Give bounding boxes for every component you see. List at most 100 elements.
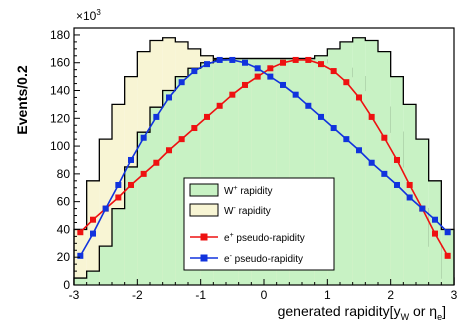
data-point-e-minus bbox=[318, 113, 324, 120]
legend-label-w-plus: W+ rapidity bbox=[224, 185, 273, 197]
data-point-e-minus bbox=[292, 91, 299, 98]
data-point-e-plus bbox=[305, 56, 312, 63]
data-point-e-plus bbox=[229, 91, 236, 98]
x-tick-label: 0 bbox=[261, 288, 268, 302]
data-point-e-plus bbox=[368, 113, 375, 120]
legend-label-w-minus: W- rapidity bbox=[224, 205, 271, 217]
series-e-minus bbox=[77, 56, 451, 259]
x-tick-label: -2 bbox=[132, 288, 143, 302]
y-tick-label: 140 bbox=[50, 84, 70, 98]
legend-swatch-w-minus bbox=[189, 203, 219, 217]
data-point-e-minus bbox=[191, 68, 198, 75]
y-tick-label: 180 bbox=[50, 28, 70, 42]
data-point-e-minus bbox=[178, 79, 185, 86]
data-point-e-minus bbox=[204, 61, 210, 68]
data-point-e-plus bbox=[267, 65, 274, 72]
histogram-bar-w-plus bbox=[390, 76, 404, 286]
data-point-e-plus bbox=[394, 156, 400, 163]
data-point-e-plus bbox=[343, 79, 350, 86]
x-tick-label: 3 bbox=[451, 288, 458, 302]
data-point-e-plus bbox=[242, 81, 248, 88]
data-point-e-plus bbox=[178, 136, 185, 143]
data-point-e-minus bbox=[242, 59, 248, 66]
tick-layer: -3 -2 -1 0 1 2 3 0 20 40 60 80 100 120 140 160 180 bbox=[50, 28, 458, 302]
data-point-e-minus bbox=[381, 170, 388, 177]
data-point-e-plus bbox=[191, 125, 198, 132]
data-point-e-minus bbox=[267, 73, 274, 80]
data-point-e-minus bbox=[280, 81, 286, 88]
data-point-e-plus bbox=[292, 56, 299, 63]
data-point-e-plus bbox=[254, 73, 261, 80]
data-point-e-plus bbox=[204, 113, 210, 120]
histogram-bar-w-plus bbox=[150, 107, 163, 286]
data-point-e-minus bbox=[356, 147, 362, 154]
histogram-bar-w-plus bbox=[378, 51, 391, 286]
data-point-e-minus bbox=[254, 65, 261, 72]
y-tick-label: 160 bbox=[50, 56, 70, 70]
y-tick-label: 120 bbox=[50, 111, 70, 125]
x-tick-label: 2 bbox=[387, 288, 394, 302]
data-point-e-minus bbox=[330, 125, 337, 132]
data-point-e-minus bbox=[368, 159, 375, 166]
data-point-e-minus bbox=[419, 205, 426, 212]
data-point-e-plus bbox=[216, 102, 223, 109]
data-point-e-plus bbox=[128, 181, 134, 188]
data-point-e-minus bbox=[216, 56, 223, 63]
y-tick-label: 80 bbox=[57, 167, 71, 181]
data-point-e-minus bbox=[128, 156, 134, 163]
histogram-bar-w-plus bbox=[340, 41, 353, 285]
data-point-e-plus bbox=[77, 229, 84, 236]
legend-label-e-plus: e+ pseudo-rapidity bbox=[224, 232, 305, 244]
data-point-e-plus bbox=[115, 194, 122, 201]
y-tick-label: 40 bbox=[57, 222, 71, 236]
data-point-e-plus bbox=[406, 181, 413, 188]
histogram-bar-w-plus bbox=[112, 208, 125, 285]
x-tick-label: -3 bbox=[69, 288, 80, 302]
data-point-e-plus bbox=[153, 159, 160, 166]
data-point-e-plus bbox=[381, 134, 388, 141]
data-point-e-minus bbox=[77, 252, 84, 259]
histogram-bar-w-plus bbox=[74, 278, 87, 285]
y-tick-label: 100 bbox=[50, 139, 70, 153]
data-point-e-minus bbox=[102, 205, 109, 212]
data-point-e-minus bbox=[153, 113, 160, 120]
y-axis-label: Events/0.2 bbox=[14, 65, 30, 134]
y-tick-label: 60 bbox=[57, 195, 71, 209]
histogram-bar-w-plus bbox=[162, 90, 176, 285]
histogram-bar-w-plus bbox=[416, 139, 429, 285]
data-point-e-plus bbox=[140, 170, 147, 177]
series-layer bbox=[77, 56, 451, 259]
data-point-e-plus bbox=[318, 61, 324, 68]
legend-label-e-minus: e- pseudo-rapidity bbox=[224, 253, 303, 265]
x-tick-label: 1 bbox=[324, 288, 331, 302]
legend-marker-e-plus bbox=[200, 233, 208, 241]
y-tick-label: 0 bbox=[63, 278, 70, 292]
data-point-e-plus bbox=[280, 59, 286, 66]
data-point-e-plus bbox=[356, 94, 362, 101]
data-point-e-minus bbox=[343, 136, 350, 143]
legend: W+ rapidity W- rapidity e+ pseudo-rapidi… bbox=[183, 177, 335, 271]
data-point-e-minus bbox=[90, 230, 96, 237]
data-point-e-minus bbox=[394, 181, 400, 188]
data-point-e-minus bbox=[229, 56, 236, 63]
histogram-bar-w-plus bbox=[99, 246, 112, 285]
data-point-e-minus bbox=[305, 102, 312, 109]
histogram-bar-w-plus bbox=[352, 37, 366, 286]
data-point-e-plus bbox=[90, 216, 96, 223]
y-multiplier: ×103 bbox=[76, 8, 101, 23]
legend-swatch-w-plus bbox=[189, 183, 219, 197]
histogram-bar-w-plus bbox=[124, 166, 138, 285]
data-point-e-minus bbox=[115, 181, 122, 188]
data-point-e-minus bbox=[166, 94, 172, 101]
data-point-e-minus bbox=[406, 194, 413, 201]
data-point-e-minus bbox=[140, 134, 147, 141]
data-point-e-plus bbox=[432, 230, 438, 237]
y-tick-label: 20 bbox=[57, 250, 71, 264]
data-point-e-plus bbox=[330, 68, 337, 75]
data-point-e-minus bbox=[432, 216, 438, 223]
histogram-bar-w-plus bbox=[137, 132, 150, 285]
histogram-bar-w-plus bbox=[86, 271, 100, 285]
x-axis-label: generated rapidity[yW or ηe] bbox=[278, 303, 446, 322]
data-point-e-plus bbox=[166, 147, 172, 154]
